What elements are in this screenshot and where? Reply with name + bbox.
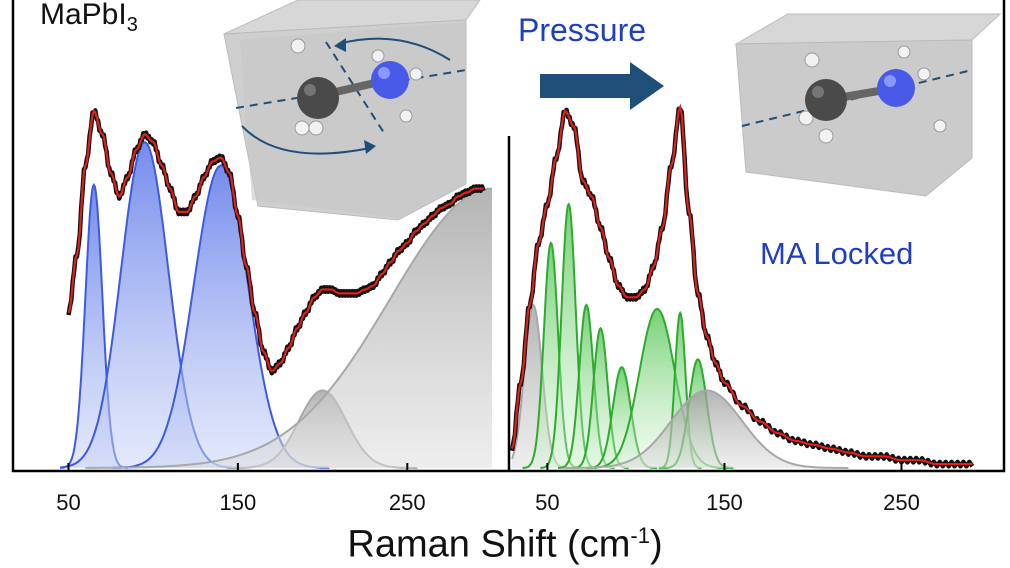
peak-area-green-6 (586, 308, 728, 468)
peak-area-blue-1 (60, 142, 240, 468)
compound-label: MaPbI3 (40, 0, 138, 36)
x-tick-label: 250 (883, 490, 920, 515)
ma-molecule-rotating-icon (223, 0, 481, 221)
fit-spectrum-line (67, 108, 484, 373)
panel-ambient (59, 108, 493, 469)
x-tick-labels: 50 150 250 50 150 250 (56, 463, 920, 515)
peak-area-green-4 (572, 328, 629, 468)
x-tick-label: 150 (706, 490, 743, 515)
x-tick-label: 50 (56, 490, 80, 515)
peak-area-green-3 (558, 305, 615, 468)
x-tick-label: 250 (389, 490, 426, 515)
peak-line-grey-4 (85, 187, 493, 469)
fit-spectrum-line (510, 103, 973, 466)
peak-area-blue-0 (60, 184, 128, 469)
ma-locked-label: MA Locked (760, 236, 914, 271)
peak-area-green-7 (658, 312, 702, 468)
peak-area-grey-9 (565, 390, 849, 468)
x-axis-label: Raman Shift (cm-1) (347, 523, 663, 566)
peak-area-green-1 (522, 243, 580, 468)
x-tick-label: 150 (220, 490, 257, 515)
peak-area-green-2 (540, 204, 597, 468)
peak-area-grey-4 (85, 188, 493, 468)
peak-area-green-5 (586, 367, 658, 468)
peak-line-grey-9 (565, 389, 849, 469)
peak-area-blue-2 (112, 165, 330, 468)
pressure-arrow-icon (540, 62, 664, 110)
ma-molecule-locked-icon (734, 13, 1002, 197)
x-tick-label: 50 (535, 490, 559, 515)
pressure-label: Pressure (518, 12, 647, 48)
panel-pressure (509, 103, 975, 469)
